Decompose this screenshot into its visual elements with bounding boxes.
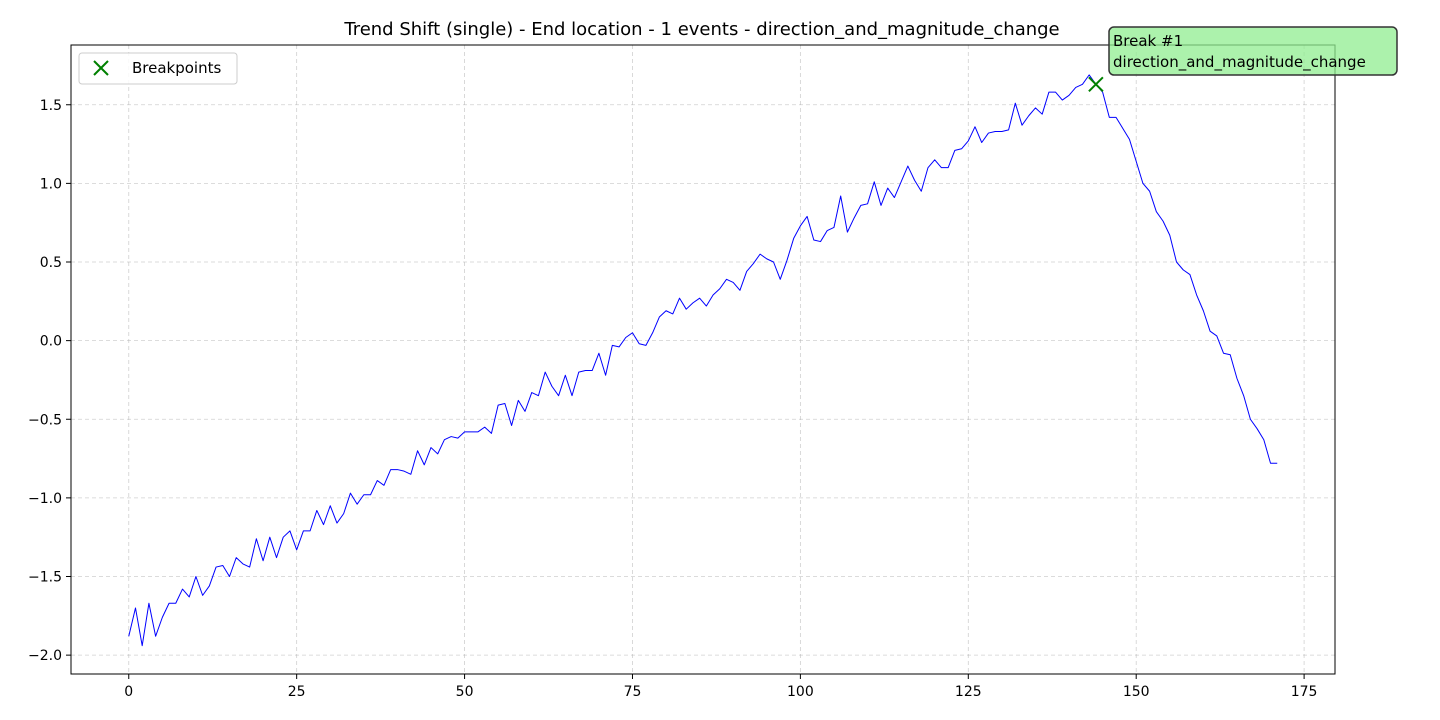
legend-label: Breakpoints (132, 59, 221, 77)
breakpoint-annotation: Break #1 direction_and_magnitude_change (1108, 26, 1398, 76)
y-tick-label: −1.5 (28, 570, 62, 586)
y-tick-label: 1.5 (40, 98, 62, 114)
series-layer (128, 74, 1278, 647)
y-tick-label: 1.0 (40, 176, 62, 192)
breakpoint-layer (1088, 76, 1104, 93)
x-tick-label: 0 (124, 684, 133, 700)
y-tick-label: −2.0 (28, 648, 62, 664)
x-tick-label: 150 (1123, 684, 1150, 700)
legend-box (78, 52, 238, 85)
y-tick-label: −1.0 (28, 491, 62, 507)
x-tick-label: 100 (787, 684, 814, 700)
chart-title: Trend Shift (single) - End location - 1 … (343, 19, 1059, 40)
legend: Breakpoints (78, 52, 238, 85)
axis-ticks: 0 25 50 75 100 125 150 175 −2.0 −1.5 −1.0 −0.5 0.0 0.… (28, 98, 1317, 700)
grid (71, 45, 1335, 674)
legend-marker-icon (93, 60, 109, 76)
annotation-box (1108, 26, 1398, 76)
y-tick-label: −0.5 (28, 412, 62, 428)
x-tick-label: 75 (624, 684, 642, 700)
annotation-title: Break #1 (1113, 32, 1183, 50)
x-tick-label: 50 (456, 684, 474, 700)
annotation-type: direction_and_magnitude_change (1113, 53, 1366, 72)
plot-frame (70, 44, 1336, 675)
y-tick-label: 0.5 (40, 255, 62, 271)
breakpoint-marker (1088, 76, 1104, 93)
x-tick-label: 25 (288, 684, 306, 700)
series-line (128, 74, 1278, 647)
y-tick-label: 0.0 (40, 334, 62, 350)
x-tick-label: 125 (955, 684, 982, 700)
x-tick-label: 175 (1291, 684, 1318, 700)
